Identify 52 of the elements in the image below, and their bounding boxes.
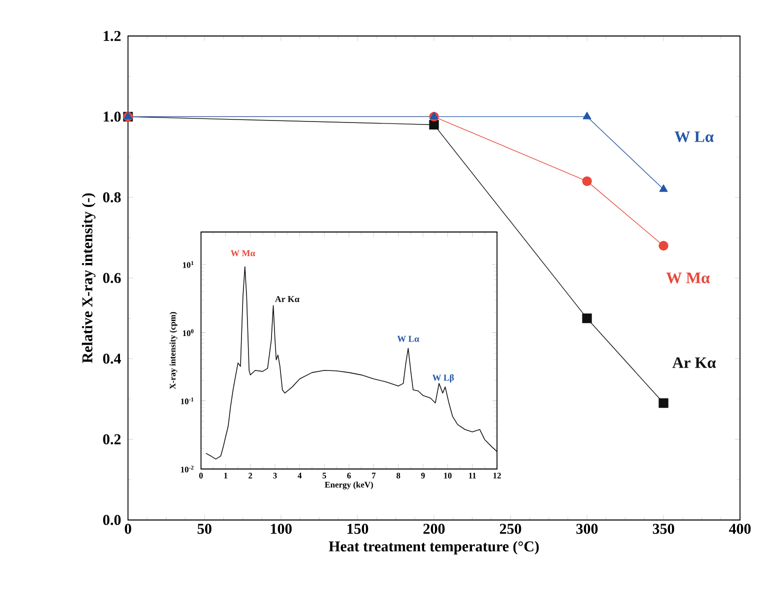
- x-tick-label: 150: [348, 524, 368, 534]
- x-axis-title: Energy (keV): [324, 482, 373, 490]
- x-tick-label: 11: [469, 472, 476, 478]
- point: [659, 184, 668, 192]
- point: [658, 240, 668, 251]
- y-tick-label: 0.6: [103, 272, 121, 284]
- x-tick-label: 7: [372, 472, 376, 478]
- x-tick-label: 250: [500, 524, 522, 534]
- y-tick-label: 0.2: [103, 434, 121, 444]
- x-tick-label: 50: [198, 524, 212, 534]
- line-series: [206, 266, 498, 460]
- x-tick-label: 5: [322, 472, 326, 478]
- y-axis-title: Relative X-ray intensity (-): [82, 193, 96, 364]
- point: [582, 112, 592, 120]
- x-tick-label: 100: [271, 524, 292, 534]
- y-axis-title: X-ray intensity (cpm): [170, 312, 178, 390]
- point: [429, 120, 439, 130]
- x-tick-label: 200: [423, 524, 445, 534]
- y-tick-label: 0.4: [103, 354, 121, 364]
- annotation: W Mα: [230, 250, 256, 256]
- y-tick-label: 10$^{1}$: [182, 261, 194, 268]
- x-tick-label: 8: [396, 472, 400, 478]
- y-tick-label: 10$^{0}$: [182, 329, 194, 336]
- text: W Lα: [674, 131, 714, 142]
- x-tick-label: 0: [124, 524, 132, 534]
- annotation: Ar Kα: [274, 296, 300, 302]
- y-tick-label: 1.2: [104, 30, 121, 42]
- x-tick-label: 9: [421, 472, 425, 478]
- point: [582, 314, 592, 324]
- x-tick-label: 2: [248, 472, 252, 478]
- annotation: W Lβ: [432, 374, 454, 382]
- x-tick-label: 0: [199, 472, 203, 478]
- x-tick-label: 12: [493, 472, 501, 478]
- series-label: W Mα: [666, 272, 710, 284]
- x-axis-title: Heat treatment temperature (°C): [328, 540, 539, 554]
- x-tick-label: 400: [729, 524, 751, 534]
- y-tick-label: 0.8: [103, 192, 121, 202]
- point: [582, 176, 592, 186]
- point: [658, 398, 668, 408]
- x-tick-label: 4: [298, 472, 302, 478]
- annotation: W Lα: [397, 336, 420, 342]
- x-tick-label: 6: [347, 472, 351, 478]
- x-tick-label: 300: [576, 524, 598, 534]
- x-tick-label: 1: [224, 472, 228, 478]
- y-tick-label: 0.0: [103, 514, 121, 526]
- series-label: Ar Kα: [672, 357, 716, 368]
- x-tick-label: 10: [444, 472, 452, 478]
- x-tick-label: 350: [652, 524, 674, 534]
- y-tick-label: 1.0: [104, 112, 121, 122]
- y-tick-label: 10$^{-2}$: [181, 466, 194, 472]
- x-tick-label: 3: [273, 472, 277, 478]
- y-tick-label: 10$^{-1}$: [181, 397, 194, 404]
